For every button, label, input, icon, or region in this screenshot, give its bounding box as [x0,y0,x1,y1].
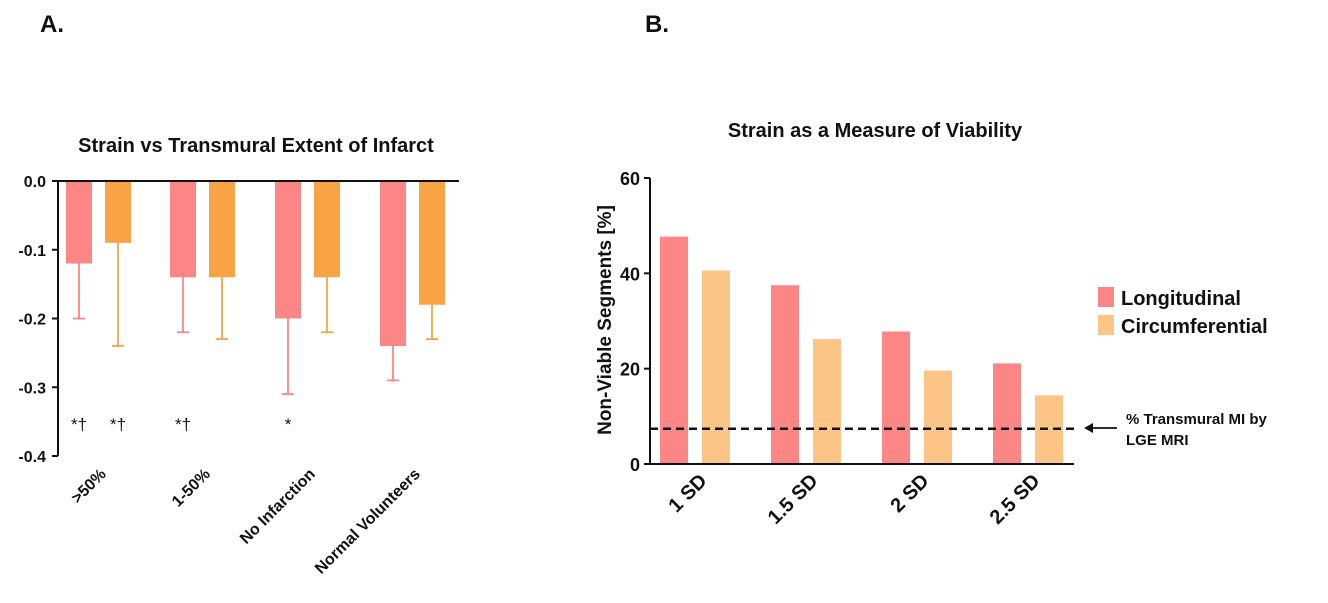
chart-a-bar-s0-c1 [170,181,196,278]
chart-a-error-bars [73,242,438,396]
chart-b-ytick-label: 40 [620,264,640,284]
legend-swatch-longitudinal [1098,287,1114,307]
chart-a-category-label: 1-50% [169,466,214,511]
chart-a-bar-s0-c2 [275,181,301,319]
chart-b: Strain as a Measure of Viability Non-Via… [595,120,1268,529]
chart-b-legend: Longitudinal Circumferential [1098,287,1268,338]
chart-a-bar-s0-c3 [380,181,406,346]
chart-a-ytick-label: -0.2 [18,312,46,329]
chart-a-bar-s1-c3 [419,181,445,305]
chart-b-category-label: 2.5 SD [986,470,1045,529]
chart-a-ytick-label: -0.1 [18,243,46,260]
chart-a-bar-s0-c0 [66,181,92,264]
chart-b-ytick-label: 60 [620,169,640,189]
reference-arrow-head [1084,423,1093,433]
chart-b-bar-s0-c2 [882,331,910,464]
chart-a-significance-mark: *† [175,415,191,434]
legend-swatch-circumferential [1098,315,1114,335]
chart-a-ytick-label: 0.0 [24,174,46,191]
chart-b-category-label: 1 SD [665,470,712,517]
chart-a-category-label: No Infarction [237,466,319,548]
chart-b-category-label: 1.5 SD [764,470,823,529]
chart-a-bar-s1-c0 [105,181,131,243]
chart-a-bar-s1-c2 [314,181,340,278]
panel-a-label: A. [40,11,64,38]
chart-a-bar-s1-c1 [209,181,235,278]
chart-a-category-label: Normal Volunteers [312,466,424,578]
chart-b-category-label: 2 SD [887,470,934,517]
chart-b-ytick-label: 0 [630,455,640,475]
chart-b-bar-s0-c1 [771,285,799,464]
chart-b-bar-s1-c2 [924,370,952,464]
chart-b-bar-s1-c0 [702,270,730,464]
chart-b-bar-s1-c1 [813,339,841,464]
chart-b-bar-s0-c3 [993,363,1021,464]
legend-label-longitudinal: Longitudinal [1121,288,1241,310]
chart-b-bar-s0-c0 [660,236,688,464]
chart-b-y-ticks: 0 20 40 60 [620,169,650,475]
panel-b-label: B. [645,11,669,38]
legend-label-circumferential: Circumferential [1121,316,1268,338]
chart-a-significance-mark: * [285,415,292,434]
chart-a-ytick-label: -0.3 [18,380,46,397]
chart-b-bars [660,236,1063,464]
chart-a-bars [66,181,445,346]
chart-a-significance-mark: *† [71,415,87,434]
chart-b-title: Strain as a Measure of Viability [728,120,1023,142]
chart-b-y-axis-title: Non-Viable Segments [%] [595,205,616,435]
chart-a: Strain vs Transmural Extent of Infarct 0… [18,135,459,578]
reference-line-label-2: LGE MRI [1126,432,1189,449]
chart-a-significance-marks: *† *† *† * [71,415,292,434]
chart-a-category-label: >50% [69,466,110,507]
chart-a-y-ticks: 0.0 -0.1 -0.2 -0.3 -0.4 [18,174,58,466]
reference-line-label: % Transmural MI by [1126,411,1268,428]
chart-a-title: Strain vs Transmural Extent of Infarct [78,135,434,157]
chart-b-ytick-label: 20 [620,360,640,380]
chart-a-significance-mark: *† [110,415,126,434]
chart-b-x-labels: 1 SD 1.5 SD 2 SD 2.5 SD [665,470,1045,529]
chart-a-ytick-label: -0.4 [18,449,46,466]
